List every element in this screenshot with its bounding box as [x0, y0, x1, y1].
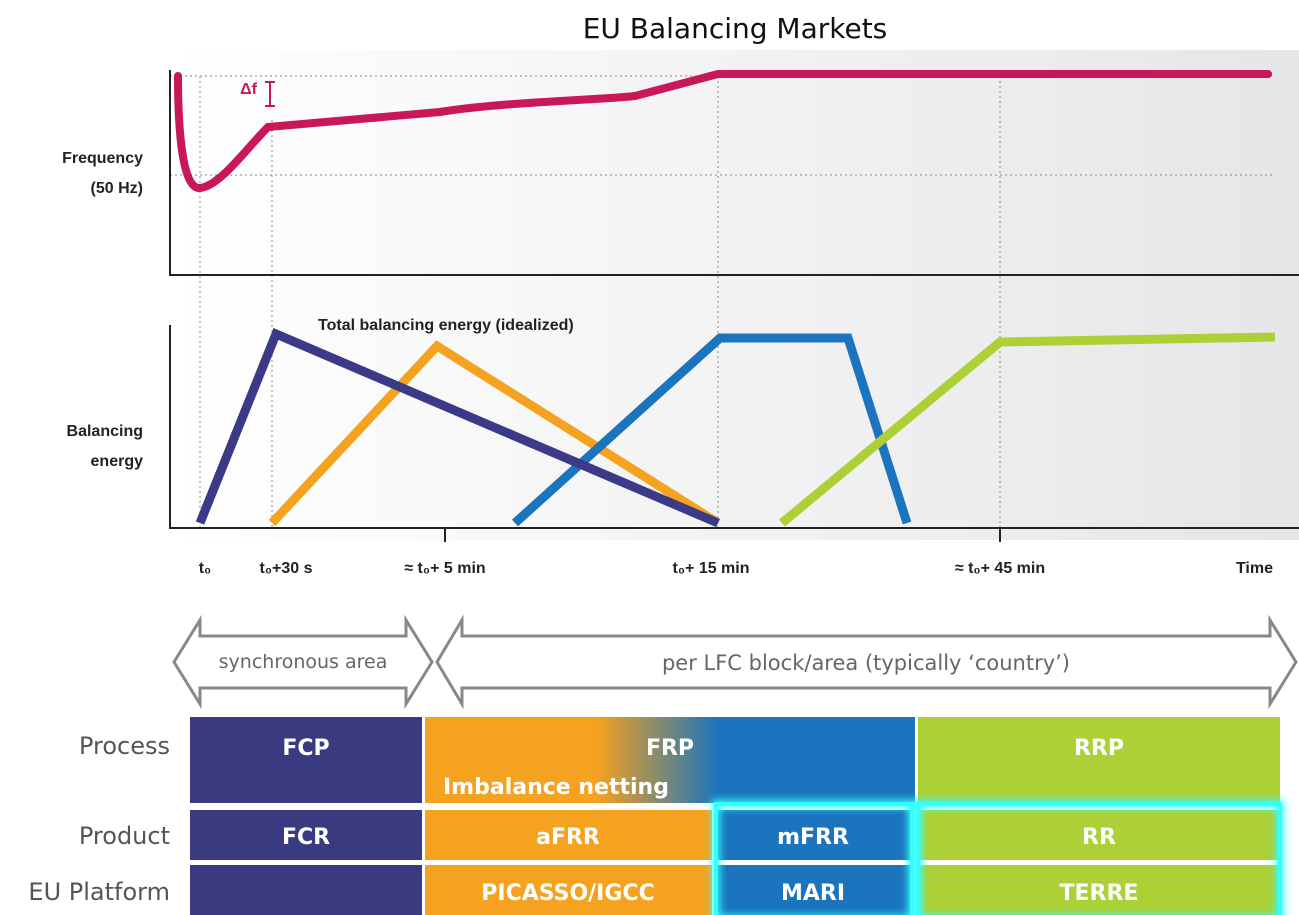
time-label: ≈ t₀+ 5 min: [404, 560, 485, 577]
time-label: t₀+ 15 min: [672, 560, 749, 577]
axis-label: energy: [91, 453, 144, 470]
row-label: Process: [79, 732, 170, 760]
time-label: ≈ t₀+ 45 min: [955, 560, 1045, 577]
time-label: t₀+30 s: [259, 560, 312, 577]
scope-arrow: [435, 614, 1298, 710]
title: EU Balancing Markets: [583, 12, 888, 45]
time-label: t₀: [199, 560, 212, 577]
delta-label: Δf: [240, 81, 258, 98]
table-cells: [190, 717, 1280, 915]
axes: [169, 70, 1299, 542]
platform-highlight: [712, 800, 1284, 915]
axis-label: (50 Hz): [91, 180, 143, 197]
cell-text: aFRR: [536, 825, 600, 850]
cell-text: mFRR: [777, 825, 849, 850]
scope-label: synchronous area: [219, 651, 388, 673]
panel-background: [170, 50, 1299, 540]
cell-text: RRP: [1074, 736, 1124, 761]
cell-text: MARI: [781, 881, 845, 906]
cell-text: FCR: [282, 825, 330, 850]
cell-text: FCP: [282, 736, 329, 761]
row-label: EU Platform: [28, 878, 170, 906]
axis-label: Balancing: [67, 423, 143, 440]
delta-bracket: [265, 81, 275, 107]
cell-text: RR: [1082, 825, 1116, 850]
scope-arrow: [172, 614, 434, 710]
frequency-curve: [174, 70, 1272, 192]
row-label: Product: [79, 822, 170, 850]
cell-text: PICASSO/IGCC: [481, 881, 654, 906]
annotation: Total balancing energy (idealized): [318, 317, 574, 334]
energy-lines: [195, 328, 1276, 528]
cell-text: TERRE: [1060, 881, 1139, 906]
cell-text: FRP: [646, 736, 694, 761]
time-label: Time: [1236, 560, 1273, 577]
cell-text: Imbalance netting: [443, 775, 669, 800]
scope-label: per LFC block/area (typically ‘country’): [662, 651, 1070, 675]
axis-label: Frequency: [62, 150, 143, 167]
